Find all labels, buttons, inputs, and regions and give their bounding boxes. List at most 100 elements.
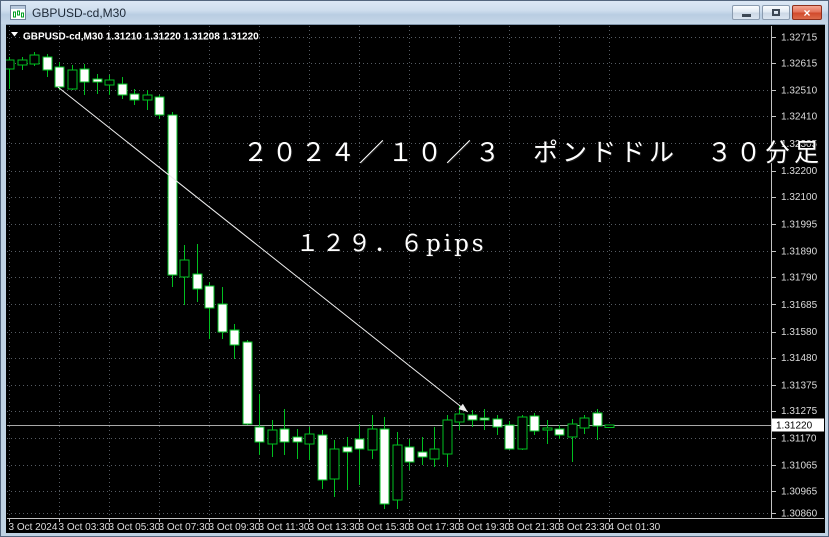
candle bbox=[204, 281, 215, 340]
window-titlebar: GBPUSD-cd,M30 × bbox=[1, 1, 828, 24]
candle bbox=[467, 409, 478, 428]
candle bbox=[217, 286, 228, 340]
candle bbox=[417, 436, 428, 465]
candle bbox=[404, 439, 415, 470]
svg-text:1.31220: 1.31220 bbox=[776, 421, 813, 432]
price-axis-label: 1.31580 bbox=[781, 327, 818, 338]
candle bbox=[154, 95, 165, 120]
candle bbox=[554, 425, 565, 440]
candle bbox=[79, 63, 90, 96]
price-chart[interactable]: 1.32715 1.32615 1.32510 1.32410 1.32305 1.322… bbox=[6, 25, 825, 533]
time-axis-label: 3 Oct 21:30 bbox=[509, 522, 561, 533]
candle bbox=[167, 111, 178, 287]
candle bbox=[592, 408, 603, 441]
price-axis-label: 1.31375 bbox=[781, 380, 818, 391]
candle bbox=[542, 420, 553, 444]
chart-grid bbox=[7, 26, 771, 518]
time-axis-label: 3 Oct 07:30 bbox=[159, 522, 211, 533]
candle bbox=[129, 88, 140, 105]
candle bbox=[517, 414, 528, 450]
price-axis-label: 1.32305 bbox=[781, 139, 818, 150]
candle bbox=[6, 56, 15, 89]
axis-labels: 1.32715 1.32615 1.32510 1.32410 1.32305 1.322… bbox=[9, 32, 818, 533]
time-axis-label: 3 Oct 19:30 bbox=[459, 522, 511, 533]
chart-window-icon bbox=[10, 5, 26, 20]
candle bbox=[279, 408, 290, 456]
candle bbox=[304, 427, 315, 461]
ohlc-header-text: GBPUSD-cd,M30 1.31210 1.31220 1.31208 1.… bbox=[23, 32, 259, 43]
candle bbox=[342, 436, 353, 490]
candle bbox=[179, 244, 190, 306]
candle bbox=[579, 414, 590, 435]
candle bbox=[29, 52, 40, 67]
price-axis-label: 1.30965 bbox=[781, 487, 818, 498]
time-axis-label: 3 Oct 23:30 bbox=[559, 522, 611, 533]
price-axis-label: 1.32615 bbox=[781, 58, 818, 69]
price-axis-label: 1.32200 bbox=[781, 166, 818, 177]
close-button[interactable]: × bbox=[792, 5, 822, 20]
candle bbox=[142, 89, 153, 110]
candle bbox=[192, 244, 203, 302]
price-axis-label: 1.31065 bbox=[781, 461, 818, 472]
price-axis-label: 1.31890 bbox=[781, 247, 818, 258]
price-axis-label: 1.31685 bbox=[781, 300, 818, 311]
close-icon: × bbox=[803, 5, 811, 20]
candle bbox=[429, 427, 440, 468]
candle bbox=[442, 414, 453, 468]
candle bbox=[392, 432, 403, 510]
current-price-tag: 1.31220 bbox=[772, 418, 824, 432]
candle bbox=[117, 76, 128, 100]
time-axis-label: 4 Oct 01:30 bbox=[609, 522, 661, 533]
restore-icon bbox=[772, 9, 780, 16]
price-axis-label: 1.31790 bbox=[781, 273, 818, 284]
candle bbox=[54, 61, 65, 90]
time-axis-label: 3 Oct 15:30 bbox=[359, 522, 411, 533]
trendline-arrow-icon bbox=[458, 403, 468, 413]
annotation-pips[interactable]: １２９．６pips bbox=[296, 231, 487, 257]
price-axis-label: 1.31275 bbox=[781, 406, 818, 417]
candle bbox=[67, 65, 78, 90]
time-axis-label: 3 Oct 03:30 bbox=[59, 522, 111, 533]
time-axis-label: 3 Oct 2024 bbox=[9, 522, 58, 533]
minimize-icon bbox=[741, 13, 751, 17]
price-axis-label: 1.32100 bbox=[781, 192, 818, 203]
candle bbox=[479, 408, 490, 430]
candle bbox=[292, 428, 303, 459]
price-axis-label: 1.32510 bbox=[781, 86, 818, 97]
candle bbox=[104, 74, 115, 96]
chart-ohlc-header: GBPUSD-cd,M30 1.31210 1.31220 1.31208 1.… bbox=[11, 32, 259, 43]
candle bbox=[317, 429, 328, 490]
candle bbox=[42, 53, 53, 77]
chart-background bbox=[6, 25, 825, 533]
candle bbox=[329, 440, 340, 497]
candle bbox=[379, 416, 390, 510]
symbol-dropdown-icon[interactable] bbox=[11, 32, 18, 37]
time-axis-label: 3 Oct 13:30 bbox=[309, 522, 361, 533]
candle bbox=[504, 420, 515, 450]
price-axis-label: 1.31170 bbox=[781, 433, 817, 444]
candle bbox=[492, 414, 503, 436]
candle bbox=[242, 340, 253, 425]
candle bbox=[354, 423, 365, 485]
trendline[interactable] bbox=[57, 86, 469, 413]
annotation-date[interactable]: ２０２４／１０／３ ポンドドル ３０分足 bbox=[243, 138, 824, 167]
chart-client-area: 1.32715 1.32615 1.32510 1.32410 1.32305 1.322… bbox=[6, 24, 825, 533]
time-axis-label: 3 Oct 11:30 bbox=[259, 522, 310, 533]
window-title: GBPUSD-cd,M30 bbox=[32, 5, 127, 20]
candle bbox=[254, 394, 265, 456]
candle bbox=[367, 414, 378, 459]
candle bbox=[17, 56, 28, 70]
minimize-button[interactable] bbox=[732, 5, 760, 20]
candles bbox=[6, 52, 615, 510]
maximize-button[interactable] bbox=[762, 5, 790, 20]
price-axis-label: 1.30860 bbox=[781, 509, 818, 520]
time-axis-label: 3 Oct 05:30 bbox=[109, 522, 161, 533]
candle bbox=[267, 420, 278, 457]
time-axis-label: 3 Oct 09:30 bbox=[209, 522, 261, 533]
candle bbox=[92, 73, 103, 95]
candle bbox=[604, 424, 615, 429]
price-axis-label: 1.32410 bbox=[781, 112, 818, 123]
candle bbox=[229, 324, 240, 360]
price-axis-label: 1.31480 bbox=[781, 353, 818, 364]
